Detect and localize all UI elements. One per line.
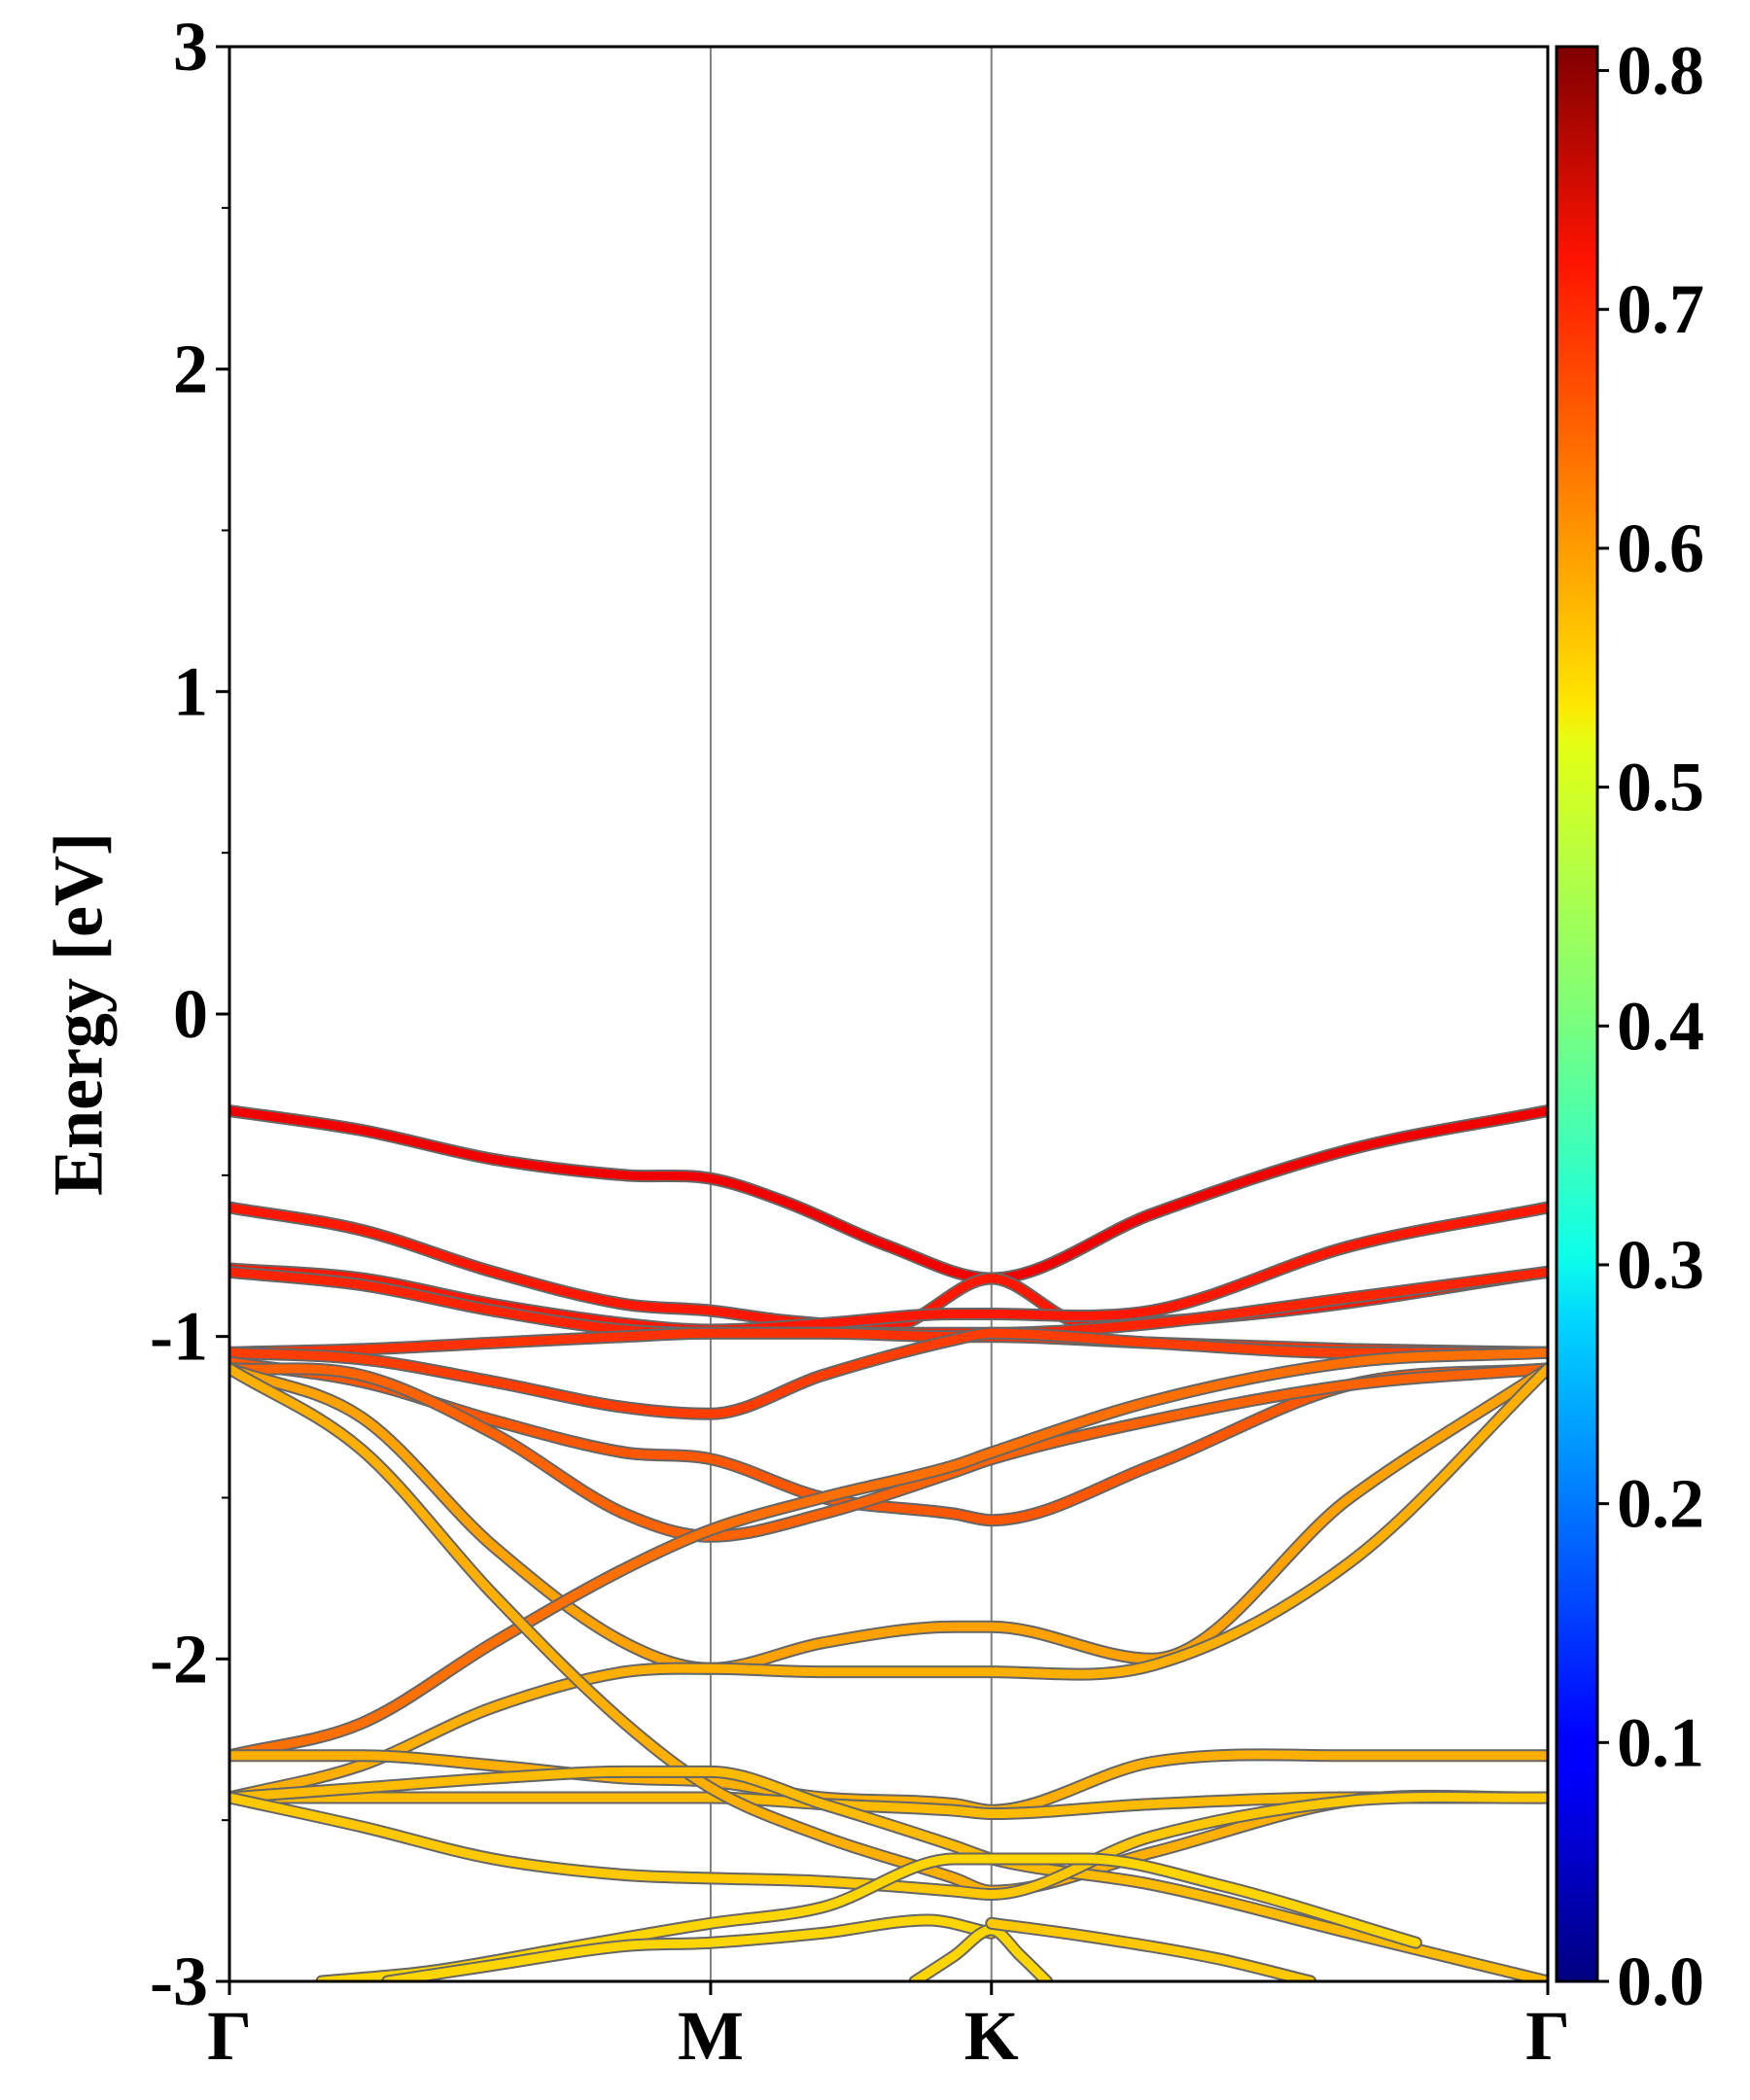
band-0 (229, 1106, 1548, 1283)
x-tick-label: K (964, 1997, 1019, 2075)
colorbar-tick-label: 0.6 (1617, 509, 1704, 587)
x-tick-label: Γ (1525, 1997, 1570, 2075)
band-9 (229, 1348, 1548, 1761)
y-tick-label: 2 (173, 331, 208, 408)
colorbar-tick-label: 0.4 (1617, 987, 1704, 1065)
y-tick-label: 3 (173, 8, 208, 86)
colorbar-tick-label: 0.1 (1617, 1703, 1704, 1781)
x-tick-label: Γ (207, 1997, 252, 2075)
colorbar-tick-label: 0.7 (1617, 270, 1704, 348)
band-15 (229, 1793, 1548, 1899)
y-tick-label: -1 (150, 1298, 208, 1376)
band-2 (229, 1203, 1548, 1335)
y-tick-label: -3 (150, 1942, 208, 2020)
colorbar-tick-label: 0.3 (1617, 1226, 1704, 1304)
band-5 (229, 1328, 1548, 1418)
band-17 (383, 1915, 997, 1981)
band-7 (229, 1364, 1548, 1541)
colorbar: 0.0 0.1 0.2 0.3 0.4 0.5 0.6 0.7 0.8 (1555, 32, 1704, 2020)
high-symmetry-lines (709, 47, 993, 1981)
band-13 (229, 1364, 1548, 1896)
colorbar-tick-label: 0.0 (1617, 1942, 1704, 2020)
y-axis: -3 -2 -1 0 1 2 3 (150, 8, 229, 2020)
y-tick-label: 1 (173, 652, 208, 730)
y-axis-title: Energy [eV] (40, 832, 118, 1196)
y-tick-label: 0 (173, 975, 208, 1053)
colorbar-tick-label: 0.2 (1617, 1465, 1704, 1543)
y-tick-label: -2 (150, 1620, 208, 1698)
colorbar-tick-label: 0.8 (1617, 32, 1704, 110)
band-10 (229, 1364, 1548, 1802)
plot-area (229, 47, 1548, 1981)
band-19 (987, 1918, 1315, 1981)
band-18 (910, 1925, 1052, 1981)
band-8 (229, 1364, 1548, 1673)
band-curves (229, 1104, 1548, 1981)
colorbar-gradient (1555, 45, 1599, 1983)
x-tick-label: M (678, 1997, 744, 2075)
colorbar-tick-label: 0.5 (1617, 749, 1704, 826)
colorbar-ticks: 0.0 0.1 0.2 0.3 0.4 0.5 0.6 0.7 0.8 (1597, 32, 1704, 2020)
band-14 (229, 1767, 1548, 1981)
